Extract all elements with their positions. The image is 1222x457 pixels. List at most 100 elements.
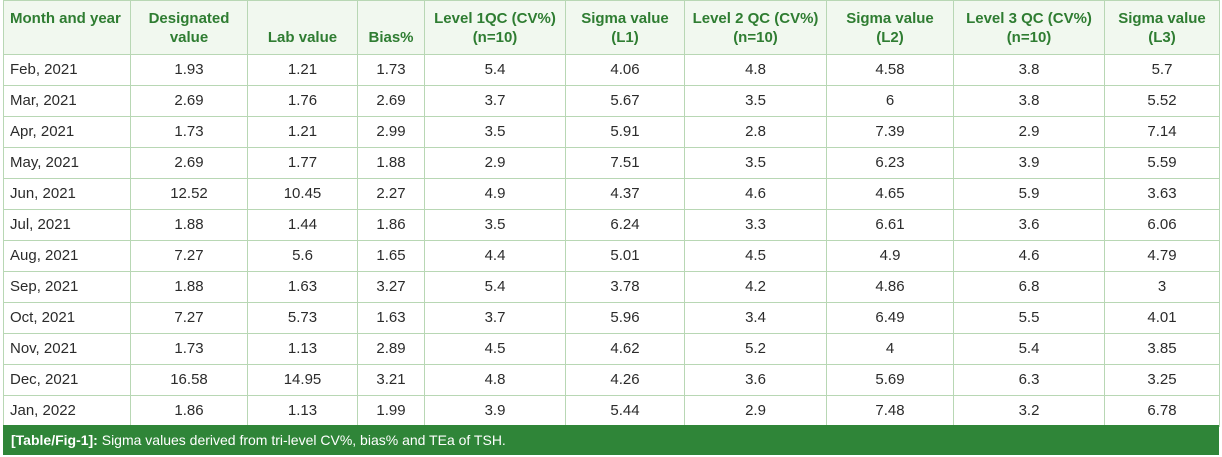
column-header: Sigma value (L3) xyxy=(1104,0,1220,55)
table-row: Dec, 2021 16.58 14.95 3.21 4.8 4.26 3.6 5.69 6.3… xyxy=(3,364,1220,396)
table-cell: 1.13 xyxy=(247,395,358,427)
table-caption: [Table/Fig-1]: Sigma values derived from… xyxy=(3,425,1219,455)
table-cell: 4.06 xyxy=(565,54,685,86)
table-cell: 2.89 xyxy=(357,333,425,365)
table-cell: 3.5 xyxy=(684,147,827,179)
table-cell: 1.88 xyxy=(130,209,248,241)
table-cell: 10.45 xyxy=(247,178,358,210)
table-cell: 3.5 xyxy=(424,209,566,241)
table-cell: 4.8 xyxy=(684,54,827,86)
table-cell: 1.44 xyxy=(247,209,358,241)
month-cell: Oct, 2021 xyxy=(3,302,131,334)
table-cell: 3.78 xyxy=(565,271,685,303)
table-cell: 5.9 xyxy=(953,178,1105,210)
month-cell: Jan, 2022 xyxy=(3,395,131,427)
table-cell: 4.8 xyxy=(424,364,566,396)
column-header: Lab value xyxy=(247,0,358,55)
table-cell: 1.88 xyxy=(357,147,425,179)
table-cell: 4 xyxy=(826,333,954,365)
table-cell: 5.73 xyxy=(247,302,358,334)
table-cell: 4.37 xyxy=(565,178,685,210)
table-cell: 3.8 xyxy=(953,54,1105,86)
table-cell: 5.7 xyxy=(1104,54,1220,86)
table-cell: 3.8 xyxy=(953,85,1105,117)
table-cell: 6 xyxy=(826,85,954,117)
table-cell: 3.25 xyxy=(1104,364,1220,396)
table-cell: 4.9 xyxy=(424,178,566,210)
table-cell: 7.27 xyxy=(130,240,248,272)
table-cell: 6.61 xyxy=(826,209,954,241)
table-cell: 1.88 xyxy=(130,271,248,303)
column-header: Designated value xyxy=(130,0,248,55)
table-cell: 5.91 xyxy=(565,116,685,148)
caption-tag: [Table/Fig-1]: xyxy=(11,432,98,448)
table-cell: 7.14 xyxy=(1104,116,1220,148)
table-cell: 3.6 xyxy=(953,209,1105,241)
table-cell: 2.69 xyxy=(130,147,248,179)
column-header: Level 3 QC (CV%) (n=10) xyxy=(953,0,1105,55)
table-cell: 16.58 xyxy=(130,364,248,396)
table-cell: 5.4 xyxy=(424,271,566,303)
table-cell: 1.99 xyxy=(357,395,425,427)
sigma-values-table: Month and year Designated value Lab valu… xyxy=(3,0,1220,427)
table-cell: 6.3 xyxy=(953,364,1105,396)
table-cell: 4.58 xyxy=(826,54,954,86)
column-header: Sigma value (L2) xyxy=(826,0,954,55)
table-row: Sep, 2021 1.88 1.63 3.27 5.4 3.78 4.2 4.86 6.8 3 xyxy=(3,271,1220,303)
table-cell: 6.24 xyxy=(565,209,685,241)
table-cell: 3 xyxy=(1104,271,1220,303)
table-cell: 2.27 xyxy=(357,178,425,210)
table-cell: 3.27 xyxy=(357,271,425,303)
table-cell: 4.79 xyxy=(1104,240,1220,272)
table-cell: 1.63 xyxy=(357,302,425,334)
table-body: Feb, 2021 1.93 1.21 1.73 5.4 4.06 4.8 4.58 3.8 5.… xyxy=(3,54,1220,427)
table-row: Jan, 2022 1.86 1.13 1.99 3.9 5.44 2.9 7.48 3.2 6.… xyxy=(3,395,1220,427)
table-cell: 1.86 xyxy=(357,209,425,241)
table-cell: 1.21 xyxy=(247,54,358,86)
table-cell: 1.13 xyxy=(247,333,358,365)
month-cell: Jun, 2021 xyxy=(3,178,131,210)
table-cell: 1.86 xyxy=(130,395,248,427)
table-cell: 3.85 xyxy=(1104,333,1220,365)
table-cell: 2.8 xyxy=(684,116,827,148)
table-cell: 12.52 xyxy=(130,178,248,210)
table-cell: 1.21 xyxy=(247,116,358,148)
table-cell: 4.4 xyxy=(424,240,566,272)
table-cell: 3.21 xyxy=(357,364,425,396)
column-header: Level 1QC (CV%) (n=10) xyxy=(424,0,566,55)
table-cell: 1.73 xyxy=(130,333,248,365)
table-cell: 5.69 xyxy=(826,364,954,396)
table-row: Nov, 2021 1.73 1.13 2.89 4.5 4.62 5.2 4 5.4 3.85 xyxy=(3,333,1220,365)
table-cell: 1.73 xyxy=(357,54,425,86)
table-cell: 1.73 xyxy=(130,116,248,148)
table-cell: 5.4 xyxy=(953,333,1105,365)
month-cell: Jul, 2021 xyxy=(3,209,131,241)
table-cell: 4.5 xyxy=(684,240,827,272)
table-cell: 2.69 xyxy=(357,85,425,117)
table-cell: 6.06 xyxy=(1104,209,1220,241)
table-cell: 5.59 xyxy=(1104,147,1220,179)
table-cell: 1.77 xyxy=(247,147,358,179)
table-cell: 5.44 xyxy=(565,395,685,427)
table-cell: 4.6 xyxy=(953,240,1105,272)
table-cell: 4.9 xyxy=(826,240,954,272)
table-cell: 1.65 xyxy=(357,240,425,272)
table-cell: 2.9 xyxy=(424,147,566,179)
table-cell: 7.51 xyxy=(565,147,685,179)
table-cell: 4.26 xyxy=(565,364,685,396)
month-cell: Dec, 2021 xyxy=(3,364,131,396)
table-cell: 3.5 xyxy=(424,116,566,148)
table-cell: 1.76 xyxy=(247,85,358,117)
table-row: Feb, 2021 1.93 1.21 1.73 5.4 4.06 4.8 4.58 3.8 5.… xyxy=(3,54,1220,86)
table-cell: 4.65 xyxy=(826,178,954,210)
table-cell: 4.86 xyxy=(826,271,954,303)
table-cell: 6.78 xyxy=(1104,395,1220,427)
table-cell: 5.52 xyxy=(1104,85,1220,117)
table-cell: 5.01 xyxy=(565,240,685,272)
table-cell: 2.9 xyxy=(953,116,1105,148)
table-cell: 3.3 xyxy=(684,209,827,241)
table-cell: 14.95 xyxy=(247,364,358,396)
column-header: Sigma value (L1) xyxy=(565,0,685,55)
table-cell: 7.48 xyxy=(826,395,954,427)
